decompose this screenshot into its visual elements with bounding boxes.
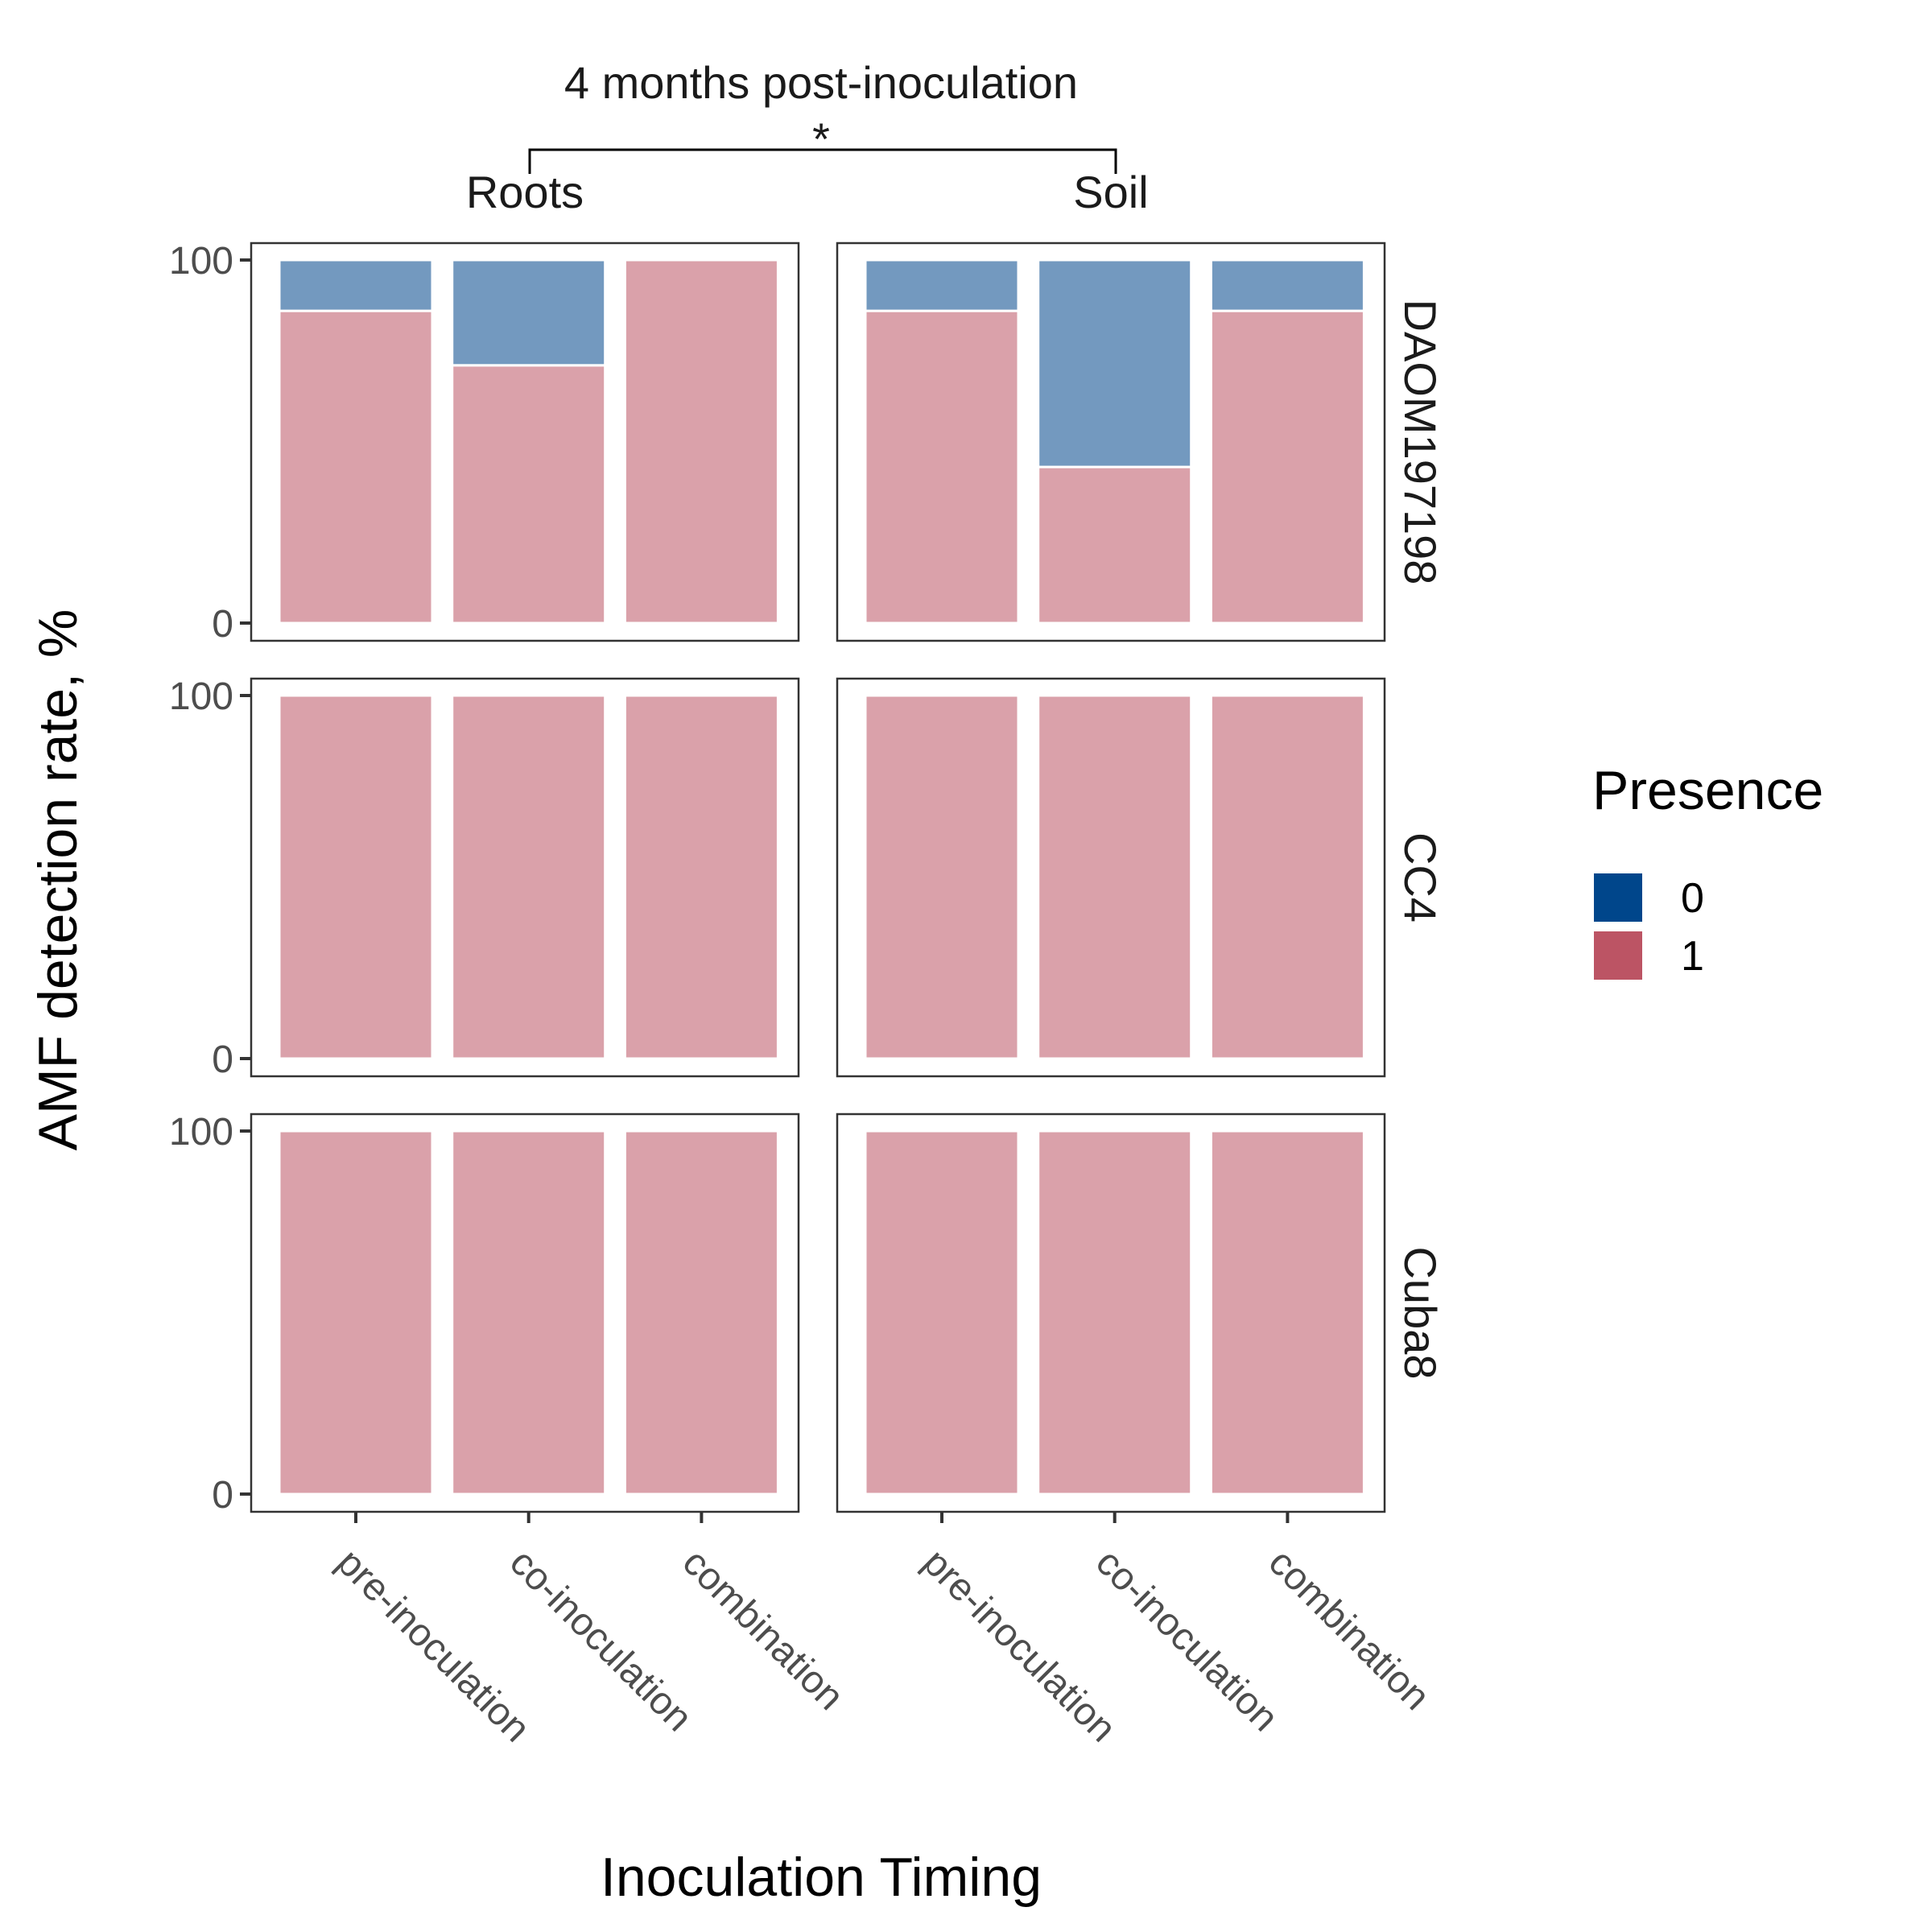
bar-co-inoculation-presence-0 xyxy=(451,258,607,367)
legend: Presence 0 1 xyxy=(1592,760,1823,980)
significance-bracket xyxy=(528,148,1117,174)
bar-pre-inoculation-presence-1 xyxy=(278,694,434,1060)
y-tick-label: 0 xyxy=(212,1038,233,1081)
bar-combination-presence-1 xyxy=(623,258,779,625)
legend-label: 0 xyxy=(1681,875,1704,922)
y-tick-label: 100 xyxy=(169,675,233,718)
column-strip-label: Roots xyxy=(466,167,584,217)
bar-combination-presence-1 xyxy=(623,1129,779,1496)
bar-pre-inoculation-presence-0 xyxy=(864,258,1020,312)
panel-border xyxy=(836,1113,1386,1513)
bar-pre-inoculation-presence-1 xyxy=(864,694,1020,1060)
x-tick-label: combination xyxy=(675,1541,852,1718)
bar-co-inoculation-presence-1 xyxy=(451,1129,607,1496)
row-strip-label: CC4 xyxy=(1395,832,1446,923)
row-strip-label: DAOM197198 xyxy=(1395,299,1446,585)
bar-co-inoculation-presence-1 xyxy=(1037,465,1193,625)
y-axis-title: AMF detection rate, % xyxy=(27,609,89,1151)
y-tick-label: 0 xyxy=(212,1474,233,1517)
y-tick-label: 100 xyxy=(169,240,233,283)
bar-co-inoculation-presence-0 xyxy=(1037,258,1193,469)
panel-border xyxy=(250,1113,800,1513)
panel-cuba8-soil: Cuba8pre-inoculationco-inoculationcombin… xyxy=(836,1113,1446,1750)
bar-pre-inoculation-presence-0 xyxy=(278,258,434,312)
bar-pre-inoculation-presence-1 xyxy=(864,309,1020,625)
panel-border xyxy=(836,242,1386,642)
x-tick-label: co-inoculation xyxy=(502,1541,700,1740)
bar-combination-presence-1 xyxy=(1209,1129,1365,1496)
panel-border xyxy=(250,677,800,1078)
bar-co-inoculation-presence-1 xyxy=(1037,1129,1193,1496)
bar-combination-presence-1 xyxy=(1209,309,1365,625)
panel-daom197198-soil: DAOM197198 Soil xyxy=(836,167,1446,642)
panel-cc4-roots: 0 100 xyxy=(169,675,800,1081)
x-axis-title: Inoculation Timing xyxy=(601,1847,1042,1908)
bar-co-inoculation-presence-1 xyxy=(451,694,607,1060)
legend-key-0 xyxy=(1594,873,1642,922)
legend-key-1 xyxy=(1594,931,1642,980)
legend-title: Presence xyxy=(1592,760,1823,821)
y-tick-label: 0 xyxy=(212,603,233,646)
column-strip-label: Soil xyxy=(1073,167,1148,217)
bar-pre-inoculation-presence-1 xyxy=(864,1129,1020,1496)
y-tick-label: 100 xyxy=(169,1111,233,1154)
chart-title: 4 months post-inoculation xyxy=(564,57,1078,108)
bar-combination-presence-1 xyxy=(623,694,779,1060)
bar-co-inoculation-presence-1 xyxy=(1037,694,1193,1060)
panel-border xyxy=(836,677,1386,1078)
bar-co-inoculation-presence-1 xyxy=(451,364,607,625)
bar-pre-inoculation-presence-1 xyxy=(278,1129,434,1496)
bar-combination-presence-0 xyxy=(1209,258,1365,312)
x-tick-label: co-inoculation xyxy=(1088,1541,1286,1740)
panel-cc4-soil: CC4 xyxy=(836,677,1446,1078)
panel-cuba8-roots: 0100pre-inoculationco-inoculationcombina… xyxy=(169,1111,852,1750)
row-strip-label: Cuba8 xyxy=(1395,1246,1446,1379)
panels-layer: 0100RootsDAOM197198Soil0100CC40100pre-in… xyxy=(169,167,1446,1750)
panel-border xyxy=(250,242,800,642)
panel-daom197198-roots: 0 100 Roots xyxy=(169,167,800,646)
legend-label: 1 xyxy=(1681,933,1704,980)
bar-combination-presence-1 xyxy=(1209,694,1365,1060)
significance-marker: * xyxy=(812,114,830,164)
x-tick-label: combination xyxy=(1261,1541,1438,1718)
bar-pre-inoculation-presence-1 xyxy=(278,309,434,625)
